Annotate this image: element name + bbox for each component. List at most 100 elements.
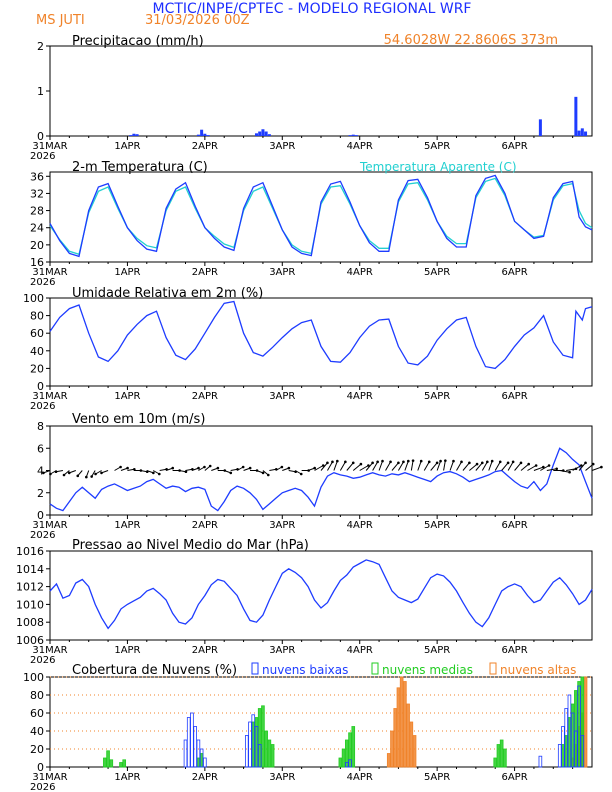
wind-arrow-head	[468, 461, 471, 465]
x-tick-label: 2APR	[192, 391, 218, 402]
cloud-bar-high	[406, 703, 410, 768]
cloud-bar-low	[251, 714, 256, 768]
wind-arrow	[365, 462, 373, 471]
cloud-bar-mid	[199, 753, 204, 768]
y-tick-label: 6	[37, 442, 44, 455]
x-tick-label: 3APR	[269, 645, 295, 656]
cloud-bar-mid	[570, 703, 575, 768]
y-tick-label: 1014	[16, 563, 44, 576]
cloud-bar-mid	[103, 757, 107, 768]
wind-arrow	[443, 460, 446, 471]
cloud-bar-low	[257, 744, 262, 768]
cloud-bar-high	[390, 730, 394, 768]
precip-bar	[196, 134, 200, 136]
panel-title: Precipitacao (mm/h)	[72, 34, 204, 49]
cloud-bar-low	[244, 735, 249, 768]
y-tick-label: 16	[30, 256, 44, 269]
cloud-bar-high	[409, 721, 414, 768]
wind-arrow-head	[407, 459, 410, 463]
legend-low-swatch	[251, 662, 259, 675]
x-tick-label: 31MAR	[32, 772, 67, 783]
x-year-label: 2026	[30, 401, 55, 412]
wind-arrow-head	[287, 466, 291, 470]
cloud-bar-low	[190, 712, 194, 768]
wind-arrow-head	[376, 460, 379, 464]
wind-arrow-head	[568, 470, 571, 474]
cloud-bar-high	[396, 687, 401, 768]
cloud-bar-mid	[351, 726, 356, 768]
cloud-bar-high	[393, 708, 398, 768]
cloud-bar-low	[203, 757, 207, 768]
wind-arrow	[352, 463, 362, 471]
x-tick-label: 4APR	[347, 391, 373, 402]
cloud-bar-mid	[574, 690, 578, 768]
panel-title: Vento em 10m (m/s)	[72, 412, 205, 427]
x-tick-label: 6APR	[501, 141, 527, 152]
wind-arrow-head	[62, 473, 66, 477]
cloud-bar-low	[538, 755, 543, 768]
y-tick-label: 0	[37, 509, 44, 522]
cloud-bar-mid	[264, 730, 268, 768]
wind-arrow-head	[241, 465, 245, 469]
x-tick-label: 3APR	[269, 267, 295, 278]
precip-bar	[129, 135, 133, 136]
wind-arrow-head	[506, 461, 510, 465]
wind-arrow-head	[313, 466, 316, 470]
x-tick-label: 4APR	[347, 520, 373, 531]
cloud-bar-mid	[580, 676, 585, 768]
x-year-label: 2026	[30, 151, 55, 162]
cloud-bar-mid	[496, 744, 501, 768]
wind-arrow-head	[460, 460, 463, 464]
precip-bar	[254, 133, 258, 136]
wind-arrow-head	[216, 466, 220, 470]
y-tick-label: 28	[30, 205, 44, 218]
wind-arrow	[540, 465, 550, 471]
panel-frame	[49, 171, 593, 263]
wind-arrow-head	[336, 459, 339, 463]
precip-bar	[267, 134, 271, 136]
y-tick-label: 1016	[16, 545, 44, 558]
wind-arrow-head	[42, 471, 45, 475]
wind-arrow	[404, 460, 409, 471]
wind-arrow-head	[171, 466, 175, 470]
wind-arrow	[533, 466, 544, 471]
header-title: MCTIC/INPE/CPTEC - MODELO REGIONAL WRF	[153, 1, 472, 17]
wind-arrow-head	[158, 472, 161, 476]
precip-bar	[203, 133, 207, 136]
cloud-bar-mid	[345, 739, 349, 768]
precip-bar	[351, 134, 355, 136]
wind-arrow-head	[359, 462, 363, 466]
wind-arrow-head	[299, 472, 303, 476]
wind-arrow	[514, 462, 522, 471]
wind-arrow-head	[76, 474, 80, 478]
x-tick-label: 5APR	[424, 520, 450, 531]
x-tick-label: 31MAR	[32, 645, 67, 656]
cloud-bar-low	[567, 694, 572, 768]
x-tick-label: 31MAR	[32, 141, 67, 152]
humidity-line	[49, 300, 593, 370]
wind-arrow	[430, 462, 438, 471]
wind-arrow-head	[351, 461, 355, 465]
panel-title: Pressao ao Nivel Medio do Mar (hPa)	[72, 538, 309, 553]
cloud-bar-mid	[106, 750, 110, 768]
cloud-bar-mid	[567, 717, 572, 768]
wind-arrow-head	[490, 459, 494, 463]
header-coords: 54.6028W 22.8606S 373m	[384, 33, 558, 48]
panel-frame	[49, 45, 593, 137]
x-year-label: 2026	[30, 782, 55, 792]
x-tick-label: 6APR	[501, 391, 527, 402]
y-tick-label: 80	[30, 689, 44, 702]
y-tick-label: 80	[30, 310, 44, 323]
cloud-bar-mid	[577, 681, 581, 768]
wind-arrow-head	[498, 460, 502, 464]
wind-arrow	[507, 461, 514, 471]
x-tick-label: 1APR	[114, 520, 140, 531]
wind-arrow	[449, 460, 454, 471]
cloud-bar-mid	[122, 759, 127, 768]
pressure-line	[49, 559, 593, 630]
panel-frame	[49, 297, 593, 387]
x-tick-label: 5APR	[424, 391, 450, 402]
panel-frame	[49, 550, 593, 641]
cloud-bar-low	[577, 685, 581, 768]
